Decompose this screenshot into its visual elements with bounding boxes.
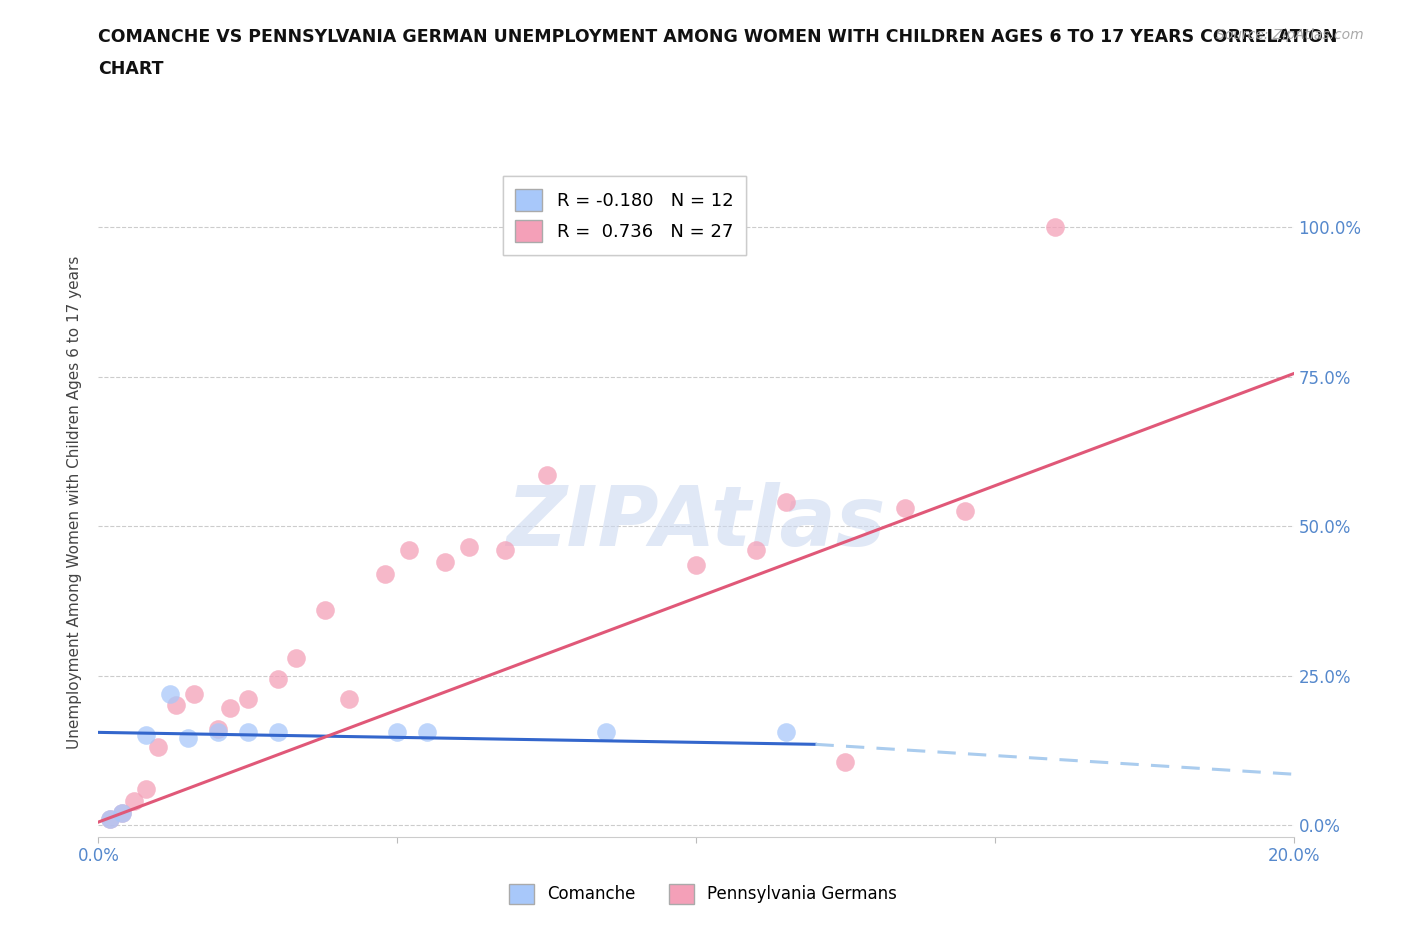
Point [219,701,242,716]
Point [236,725,259,740]
Point [148,740,170,755]
Point [536,468,558,483]
Point [339,692,360,707]
Point [416,725,439,740]
Point [458,539,481,554]
Point [135,728,157,743]
Point [100,812,122,827]
Point [385,725,409,740]
Y-axis label: Unemployment Among Women with Children Ages 6 to 17 years: Unemployment Among Women with Children A… [67,256,83,749]
Text: CHART: CHART [98,60,165,78]
Point [177,731,200,746]
Point [284,650,307,665]
Point [595,725,617,740]
Point [207,725,229,740]
Point [685,558,707,573]
Point [374,566,396,581]
Text: ZIPAtlas: ZIPAtlas [506,482,886,563]
Point [953,504,976,519]
Point [183,686,205,701]
Point [834,755,856,770]
Point [494,542,516,557]
Point [775,725,797,740]
Point [1043,219,1066,234]
Point [267,725,290,740]
Point [124,793,146,808]
Legend: R = -0.180   N = 12, R =  0.736   N = 27: R = -0.180 N = 12, R = 0.736 N = 27 [502,177,747,255]
Point [775,495,797,510]
Point [315,603,337,618]
Point [434,554,457,569]
Legend: Comanche, Pennsylvania Germans: Comanche, Pennsylvania Germans [501,875,905,912]
Point [165,698,187,713]
Point [894,500,917,515]
Point [207,722,229,737]
Point [111,805,134,820]
Text: Source: ZipAtlas.com: Source: ZipAtlas.com [1216,28,1364,42]
Point [236,692,259,707]
Point [100,812,122,827]
Point [135,782,157,797]
Point [111,805,134,820]
Text: COMANCHE VS PENNSYLVANIA GERMAN UNEMPLOYMENT AMONG WOMEN WITH CHILDREN AGES 6 TO: COMANCHE VS PENNSYLVANIA GERMAN UNEMPLOY… [98,28,1339,46]
Point [159,686,181,701]
Point [398,542,420,557]
Point [745,542,768,557]
Point [267,671,290,686]
